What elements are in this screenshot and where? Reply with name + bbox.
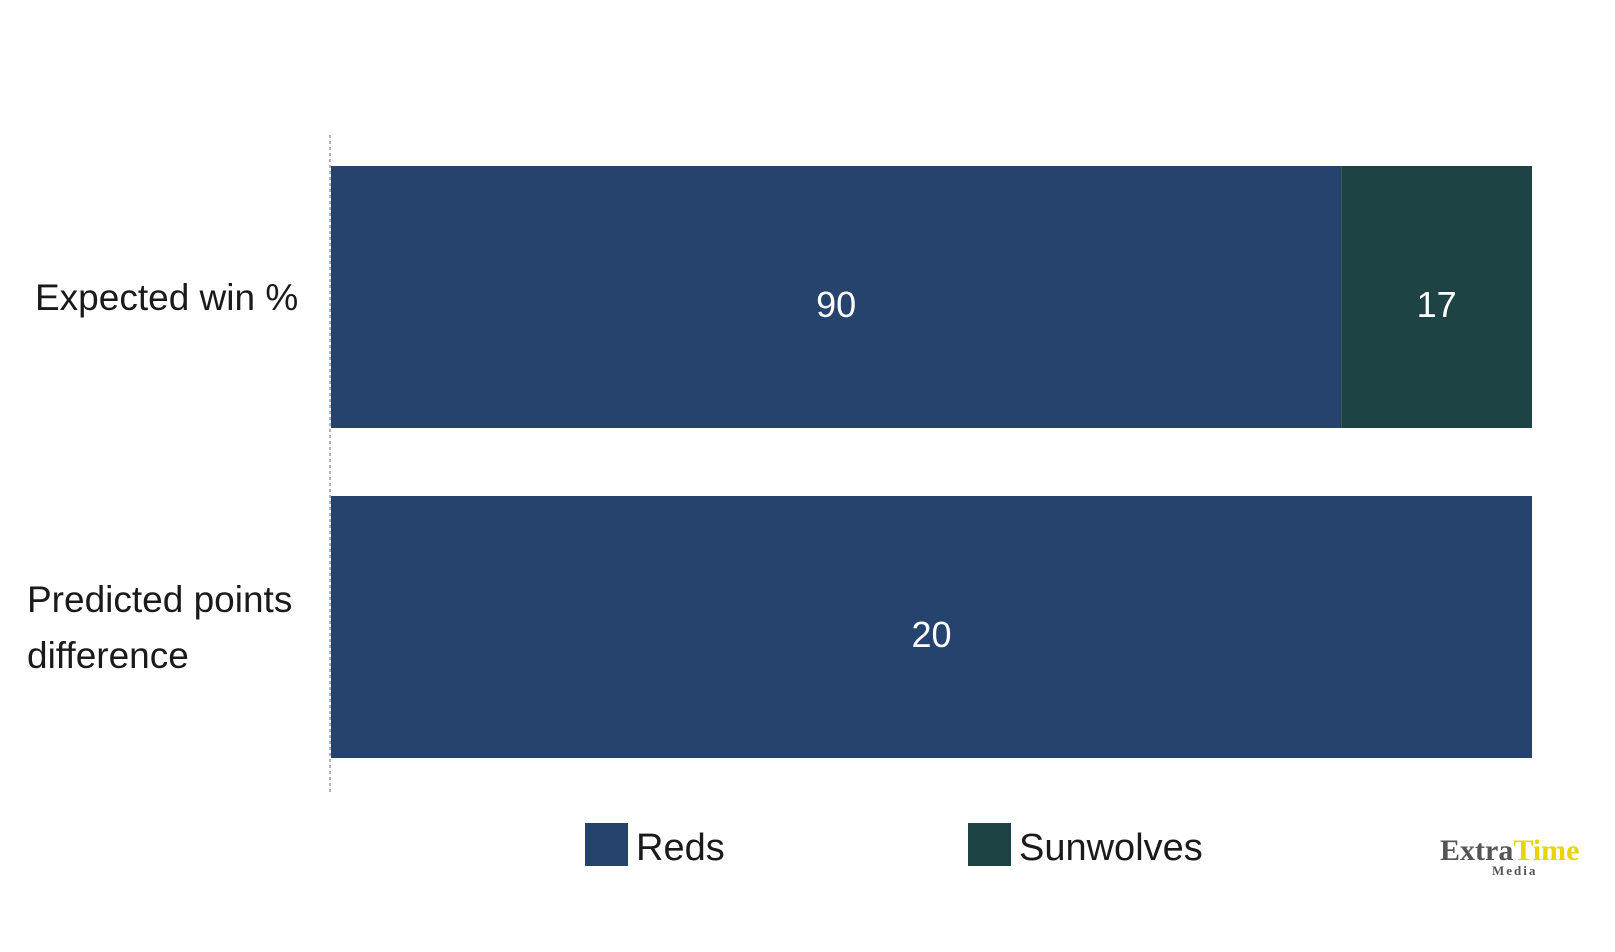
logo-text-extra: Extra [1440,834,1513,867]
data-label-reds-0: 90 [816,284,856,325]
bar-sunwolves-0 [1341,166,1532,428]
category-label-0: Expected win % [35,277,298,318]
legend-label-reds: Reds [636,827,725,869]
data-label-sunwolves-0: 17 [1417,284,1457,325]
bar-reds-1 [331,496,1532,758]
legend-label-sunwolves: Sunwolves [1019,827,1203,869]
legend-swatch-reds [585,823,628,866]
category-label-1: Predicted points difference [27,579,292,676]
legend-swatch-sunwolves [968,823,1011,866]
extratime-media-logo: ExtraTime Media [1440,834,1579,878]
svg-text:ExtraTime: ExtraTime [1440,834,1579,867]
logo-text-media: Media [1492,863,1537,878]
data-label-reds-1: 20 [911,614,951,655]
logo-text-time: Time [1513,834,1579,867]
legend: Reds Sunwolves [585,823,1203,869]
bar-reds-0 [331,166,1342,428]
